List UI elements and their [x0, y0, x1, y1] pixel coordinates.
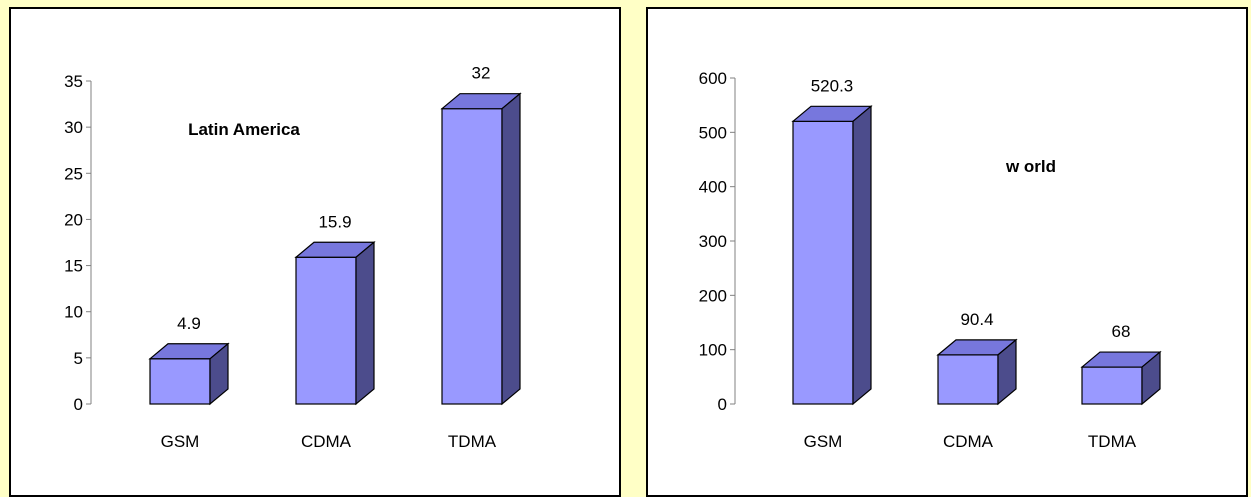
bar-side-face: [852, 105, 872, 406]
bar-gsm: [791, 105, 873, 406]
chart-title: w orld: [1005, 157, 1056, 176]
category-label: CDMA: [301, 432, 352, 451]
category-label: TDMA: [448, 432, 497, 451]
y-tick-label: 5: [74, 349, 83, 368]
y-tick-label: 0: [74, 395, 83, 414]
bar-front-face: [1081, 366, 1143, 405]
bar-value-label: 32: [472, 64, 491, 83]
y-tick-label: 100: [699, 341, 727, 360]
category-label: GSM: [804, 432, 843, 451]
y-tick-label: 600: [699, 69, 727, 88]
category-label: CDMA: [943, 432, 994, 451]
y-tick-label: 300: [699, 232, 727, 251]
y-tick-label: 30: [64, 118, 83, 137]
bar-front-face: [792, 120, 854, 405]
bar-side-face: [209, 342, 229, 406]
y-tick-label: 400: [699, 178, 727, 197]
world-chart: 0 100 200 300 400 500 600 520.3 GSM 90.4 CDMA 68 TDM…: [699, 69, 1162, 451]
bar-value-label: 90.4: [960, 310, 993, 329]
y-tick-label: 15: [64, 257, 83, 276]
category-label: TDMA: [1088, 432, 1137, 451]
bar-front-face: [149, 358, 211, 405]
chart-panel-world: 0 100 200 300 400 500 600 520.3 GSM 90.4 CDMA 68 TDM…: [646, 7, 1248, 497]
bar-value-label: 4.9: [177, 314, 201, 333]
bar-tdma: [1080, 350, 1162, 406]
chart-panel-latin-america: 0 5 10 15 20 25 30 35 4.9 GSM 15.9 CDMA 32 TDMA Latin …: [9, 7, 621, 497]
y-tick-label: 0: [718, 395, 727, 414]
bar-front-face: [937, 354, 999, 405]
latin-america-chart: 0 5 10 15 20 25 30 35 4.9 GSM 15.9 CDMA 32 TDMA Latin …: [64, 64, 522, 451]
y-tick-label: 35: [64, 72, 83, 91]
y-tick-label: 200: [699, 286, 727, 305]
bar-value-label: 68: [1112, 322, 1131, 341]
y-tick-label: 10: [64, 303, 83, 322]
bar-tdma: [440, 92, 522, 406]
bar-side-face: [355, 240, 375, 406]
y-tick-label: 500: [699, 123, 727, 142]
bar-side-face: [997, 338, 1017, 406]
bar-value-label: 520.3: [811, 76, 854, 95]
y-tick-label: 25: [64, 164, 83, 183]
bar-gsm: [148, 342, 230, 406]
bar-side-face: [501, 92, 521, 406]
y-tick-label: 20: [64, 210, 83, 229]
bar-front-face: [295, 256, 357, 405]
chart-title: Latin America: [188, 120, 300, 139]
bar-cdma: [936, 338, 1018, 406]
bar-cdma: [294, 240, 376, 406]
bar-side-face: [1141, 350, 1161, 406]
bar-front-face: [441, 108, 503, 405]
bar-value-label: 15.9: [318, 212, 351, 231]
category-label: GSM: [161, 432, 200, 451]
